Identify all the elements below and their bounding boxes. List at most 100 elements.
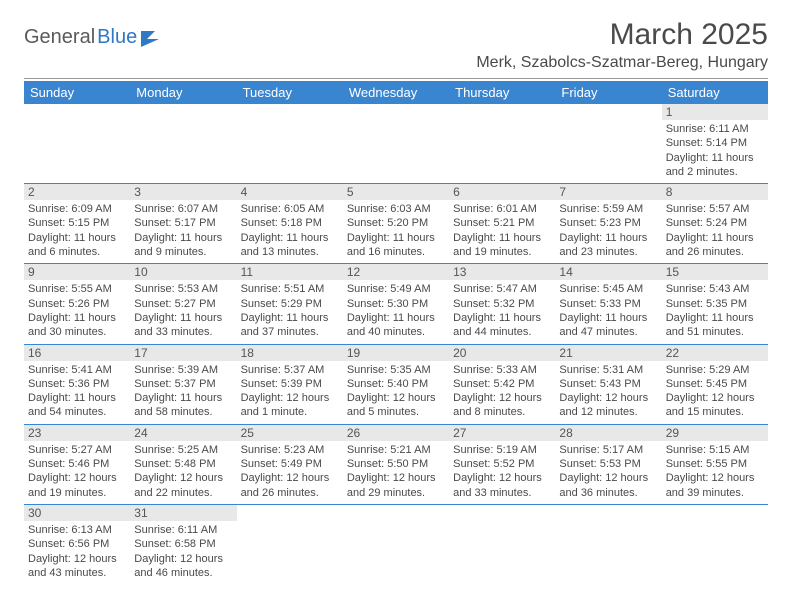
sunset-text: Sunset: 5:39 PM bbox=[241, 377, 339, 391]
day-number: 10 bbox=[130, 264, 236, 280]
sunrise-text: Sunrise: 5:29 AM bbox=[666, 363, 764, 377]
sunset-text: Sunset: 6:58 PM bbox=[134, 537, 232, 551]
sunrise-text: Sunrise: 5:27 AM bbox=[28, 443, 126, 457]
daylight-text: Daylight: 11 hours and 47 minutes. bbox=[559, 311, 657, 340]
day-number: 13 bbox=[449, 264, 555, 280]
day-number: 14 bbox=[555, 264, 661, 280]
calendar-day-cell: 8Sunrise: 5:57 AMSunset: 5:24 PMDaylight… bbox=[662, 184, 768, 264]
sunset-text: Sunset: 5:36 PM bbox=[28, 377, 126, 391]
weekday-heading: Thursday bbox=[449, 81, 555, 104]
weekday-heading: Wednesday bbox=[343, 81, 449, 104]
day-number: 18 bbox=[237, 345, 343, 361]
day-number: 9 bbox=[24, 264, 130, 280]
sunset-text: Sunset: 5:18 PM bbox=[241, 216, 339, 230]
calendar-day-cell: 20Sunrise: 5:33 AMSunset: 5:42 PMDayligh… bbox=[449, 344, 555, 424]
sunset-text: Sunset: 5:53 PM bbox=[559, 457, 657, 471]
sunset-text: Sunset: 5:55 PM bbox=[666, 457, 764, 471]
calendar-day-cell bbox=[237, 504, 343, 584]
calendar-day-cell: 10Sunrise: 5:53 AMSunset: 5:27 PMDayligh… bbox=[130, 264, 236, 344]
calendar-day-cell: 16Sunrise: 5:41 AMSunset: 5:36 PMDayligh… bbox=[24, 344, 130, 424]
sunset-text: Sunset: 5:26 PM bbox=[28, 297, 126, 311]
calendar-day-cell: 6Sunrise: 6:01 AMSunset: 5:21 PMDaylight… bbox=[449, 184, 555, 264]
daylight-text: Daylight: 12 hours and 22 minutes. bbox=[134, 471, 232, 500]
sunset-text: Sunset: 5:45 PM bbox=[666, 377, 764, 391]
daylight-text: Daylight: 11 hours and 6 minutes. bbox=[28, 231, 126, 260]
sunset-text: Sunset: 5:14 PM bbox=[666, 136, 764, 150]
sunrise-text: Sunrise: 5:21 AM bbox=[347, 443, 445, 457]
day-number: 20 bbox=[449, 345, 555, 361]
sunrise-text: Sunrise: 5:19 AM bbox=[453, 443, 551, 457]
calendar-table: Sunday Monday Tuesday Wednesday Thursday… bbox=[24, 81, 768, 584]
sunrise-text: Sunrise: 6:03 AM bbox=[347, 202, 445, 216]
calendar-day-cell: 31Sunrise: 6:11 AMSunset: 6:58 PMDayligh… bbox=[130, 504, 236, 584]
day-number: 17 bbox=[130, 345, 236, 361]
calendar-day-cell: 27Sunrise: 5:19 AMSunset: 5:52 PMDayligh… bbox=[449, 424, 555, 504]
sunrise-text: Sunrise: 5:53 AM bbox=[134, 282, 232, 296]
sunset-text: Sunset: 5:29 PM bbox=[241, 297, 339, 311]
calendar-day-cell: 11Sunrise: 5:51 AMSunset: 5:29 PMDayligh… bbox=[237, 264, 343, 344]
daylight-text: Daylight: 12 hours and 36 minutes. bbox=[559, 471, 657, 500]
calendar-day-cell: 2 Sunrise: 6:09 AMSunset: 5:15 PMDaylight… bbox=[24, 184, 130, 264]
calendar-day-cell: 30Sunrise: 6:13 AMSunset: 6:56 PMDayligh… bbox=[24, 504, 130, 584]
day-number: 27 bbox=[449, 425, 555, 441]
calendar-day-cell bbox=[343, 104, 449, 184]
daylight-text: Daylight: 12 hours and 1 minute. bbox=[241, 391, 339, 420]
day-number: 30 bbox=[24, 505, 130, 521]
daylight-text: Daylight: 11 hours and 44 minutes. bbox=[453, 311, 551, 340]
sunset-text: Sunset: 5:48 PM bbox=[134, 457, 232, 471]
day-number: 26 bbox=[343, 425, 449, 441]
day-number: 12 bbox=[343, 264, 449, 280]
sunrise-text: Sunrise: 6:09 AM bbox=[28, 202, 126, 216]
daylight-text: Daylight: 11 hours and 9 minutes. bbox=[134, 231, 232, 260]
weekday-heading: Sunday bbox=[24, 81, 130, 104]
weekday-heading: Friday bbox=[555, 81, 661, 104]
day-number: 2 bbox=[24, 184, 130, 200]
calendar-day-cell: 18Sunrise: 5:37 AMSunset: 5:39 PMDayligh… bbox=[237, 344, 343, 424]
day-number: 1 bbox=[662, 104, 768, 120]
sunrise-text: Sunrise: 6:07 AM bbox=[134, 202, 232, 216]
sunset-text: Sunset: 5:43 PM bbox=[559, 377, 657, 391]
calendar-day-cell: 22 Sunrise: 5:29 AMSunset: 5:45 PMDayligh… bbox=[662, 344, 768, 424]
sunrise-text: Sunrise: 5:41 AM bbox=[28, 363, 126, 377]
calendar-day-cell: 12Sunrise: 5:49 AMSunset: 5:30 PMDayligh… bbox=[343, 264, 449, 344]
daylight-text: Daylight: 12 hours and 15 minutes. bbox=[666, 391, 764, 420]
sunrise-text: Sunrise: 5:45 AM bbox=[559, 282, 657, 296]
sunrise-text: Sunrise: 5:15 AM bbox=[666, 443, 764, 457]
daylight-text: Daylight: 11 hours and 33 minutes. bbox=[134, 311, 232, 340]
sunset-text: Sunset: 5:42 PM bbox=[453, 377, 551, 391]
sunrise-text: Sunrise: 6:01 AM bbox=[453, 202, 551, 216]
sunrise-text: Sunrise: 5:57 AM bbox=[666, 202, 764, 216]
sunset-text: Sunset: 5:35 PM bbox=[666, 297, 764, 311]
sunset-text: Sunset: 5:30 PM bbox=[347, 297, 445, 311]
daylight-text: Daylight: 12 hours and 19 minutes. bbox=[28, 471, 126, 500]
sunset-text: Sunset: 5:15 PM bbox=[28, 216, 126, 230]
day-number: 11 bbox=[237, 264, 343, 280]
calendar-day-cell bbox=[130, 104, 236, 184]
sunset-text: Sunset: 5:17 PM bbox=[134, 216, 232, 230]
daylight-text: Daylight: 11 hours and 2 minutes. bbox=[666, 151, 764, 180]
sunset-text: Sunset: 5:37 PM bbox=[134, 377, 232, 391]
daylight-text: Daylight: 12 hours and 8 minutes. bbox=[453, 391, 551, 420]
day-number: 29 bbox=[662, 425, 768, 441]
day-number: 5 bbox=[343, 184, 449, 200]
title-block: March 2025 Merk, Szabolcs-Szatmar-Bereg,… bbox=[476, 18, 768, 72]
calendar-day-cell: 21Sunrise: 5:31 AMSunset: 5:43 PMDayligh… bbox=[555, 344, 661, 424]
calendar-day-cell bbox=[555, 504, 661, 584]
calendar-day-cell: 25Sunrise: 5:23 AMSunset: 5:49 PMDayligh… bbox=[237, 424, 343, 504]
sunrise-text: Sunrise: 5:25 AM bbox=[134, 443, 232, 457]
day-number: 24 bbox=[130, 425, 236, 441]
weekday-heading: Tuesday bbox=[237, 81, 343, 104]
sunrise-text: Sunrise: 5:35 AM bbox=[347, 363, 445, 377]
daylight-text: Daylight: 12 hours and 43 minutes. bbox=[28, 552, 126, 581]
logo-text-general: General bbox=[24, 26, 95, 49]
daylight-text: Daylight: 12 hours and 39 minutes. bbox=[666, 471, 764, 500]
calendar-week-row: 23Sunrise: 5:27 AMSunset: 5:46 PMDayligh… bbox=[24, 424, 768, 504]
day-number: 22 bbox=[662, 345, 768, 361]
calendar-day-cell bbox=[449, 104, 555, 184]
calendar-day-cell: 28Sunrise: 5:17 AMSunset: 5:53 PMDayligh… bbox=[555, 424, 661, 504]
calendar-day-cell bbox=[237, 104, 343, 184]
calendar-day-cell: 29 Sunrise: 5:15 AMSunset: 5:55 PMDayligh… bbox=[662, 424, 768, 504]
weekday-heading: Saturday bbox=[662, 81, 768, 104]
calendar-day-cell bbox=[662, 504, 768, 584]
sunset-text: Sunset: 5:40 PM bbox=[347, 377, 445, 391]
